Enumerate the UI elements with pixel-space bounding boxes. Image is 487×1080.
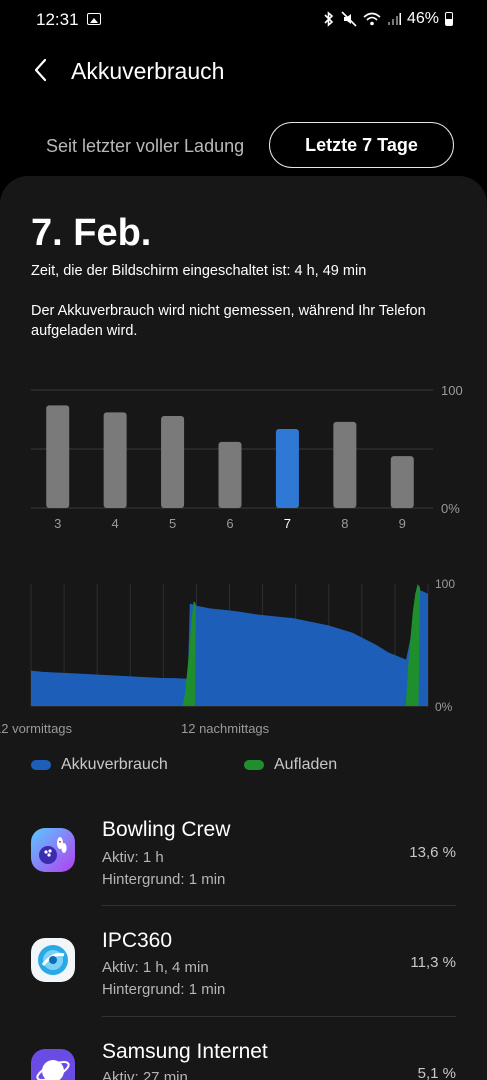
app-active-time: Aktiv: 1 h — [102, 849, 164, 866]
bar-day-4 — [103, 412, 127, 508]
charging-note: Der Akkuverbrauch wird nicht gemessen, w… — [31, 303, 426, 339]
charging-area-1 — [182, 601, 196, 706]
bar-day-7 — [275, 428, 299, 508]
app-name: IPC360 — [102, 929, 173, 952]
legend-swatch-charging — [244, 760, 264, 770]
signal-icon — [387, 13, 401, 25]
bowling-crew-icon — [31, 828, 75, 872]
daily-usage-bar-chart[interactable]: 100 0% 3 4 5 6 7 8 9 — [0, 375, 487, 535]
app-active-time: Aktiv: 27 min — [102, 1069, 188, 1080]
x-tick-label: 12 nachmittags — [181, 721, 270, 736]
app-usage-percent: 5,1 % — [417, 1065, 456, 1080]
app-name: Bowling Crew — [102, 818, 231, 841]
bar-day-9 — [390, 456, 414, 508]
app-usage-percent: 11,3 % — [410, 954, 456, 971]
bar-day-8 — [333, 421, 357, 508]
list-item-bowling-crew[interactable]: Bowling Crew Aktiv: 1 h Hintergrund: 1 m… — [0, 810, 487, 920]
samsung-internet-icon — [31, 1049, 75, 1080]
legend-swatch-usage — [31, 760, 51, 770]
usage-area — [31, 590, 428, 706]
legend-label-charging: Aufladen — [274, 756, 338, 773]
bar-day-3 — [46, 405, 70, 508]
divider — [102, 1016, 456, 1017]
y-tick-label: 0% — [441, 501, 460, 516]
page-title: Akkuverbrauch — [71, 58, 225, 84]
status-icons: 46% — [323, 10, 453, 28]
x-tick-label: 5 — [169, 516, 176, 531]
charging-area-2 — [405, 584, 421, 706]
status-time: 12:31 — [36, 10, 79, 29]
tab-last-7-days[interactable]: Letzte 7 Tage — [269, 122, 454, 168]
bar-day-6 — [218, 441, 242, 508]
status-bar: 12:31 46% — [0, 0, 487, 40]
x-tick-label: 7 — [284, 516, 291, 531]
y-tick-label: 100 — [441, 383, 463, 398]
list-item-samsung-internet[interactable]: Samsung Internet Aktiv: 27 min 5,1 % — [0, 1032, 487, 1080]
x-tick-label: 4 — [112, 516, 119, 531]
ipc360-icon — [31, 938, 75, 982]
legend-item-usage: Akkuverbrauch — [31, 756, 168, 774]
header: Akkuverbrauch — [0, 50, 487, 94]
x-tick-label: 6 — [226, 516, 233, 531]
back-icon[interactable] — [28, 56, 56, 84]
gallery-notification-icon — [87, 13, 101, 25]
tab-since-last-full-charge[interactable]: Seit letzter voller Ladung — [46, 136, 245, 156]
bluetooth-icon — [324, 11, 334, 27]
wifi-icon — [363, 12, 381, 26]
x-tick-label: 9 — [399, 516, 406, 531]
divider — [102, 905, 456, 906]
selected-date: 7. Feb. — [31, 212, 152, 254]
list-item-ipc360[interactable]: IPC360 Aktiv: 1 h, 4 min Hintergrund: 1 … — [0, 921, 487, 1031]
app-background-time: Hintergrund: 1 min — [102, 981, 226, 998]
x-tick-label: 8 — [341, 516, 348, 531]
bar-day-5 — [161, 415, 185, 508]
legend-label-usage: Akkuverbrauch — [61, 756, 168, 773]
battery-percent: 46% — [406, 10, 439, 27]
battery-level-chart: 100 0% 12 vormittags 12 nachmittags — [0, 577, 455, 736]
battery-icon — [445, 12, 453, 26]
app-name: Samsung Internet — [102, 1040, 268, 1063]
y-tick-label: 0% — [435, 700, 453, 714]
app-background-time: Hintergrund: 1 min — [102, 871, 226, 888]
app-usage-percent: 13,6 % — [409, 844, 456, 861]
app-active-time: Aktiv: 1 h, 4 min — [102, 959, 209, 976]
y-tick-label: 100 — [435, 577, 455, 591]
chart-legend: Akkuverbrauch Aufladen — [0, 756, 487, 776]
x-tick-label: 3 — [54, 516, 61, 531]
x-tick-label: 12 vormittags — [0, 721, 73, 736]
screen-on-time: Zeit, die der Bildschirm eingeschaltet i… — [31, 263, 367, 279]
legend-item-charging: Aufladen — [244, 756, 337, 774]
mute-icon — [341, 11, 357, 27]
